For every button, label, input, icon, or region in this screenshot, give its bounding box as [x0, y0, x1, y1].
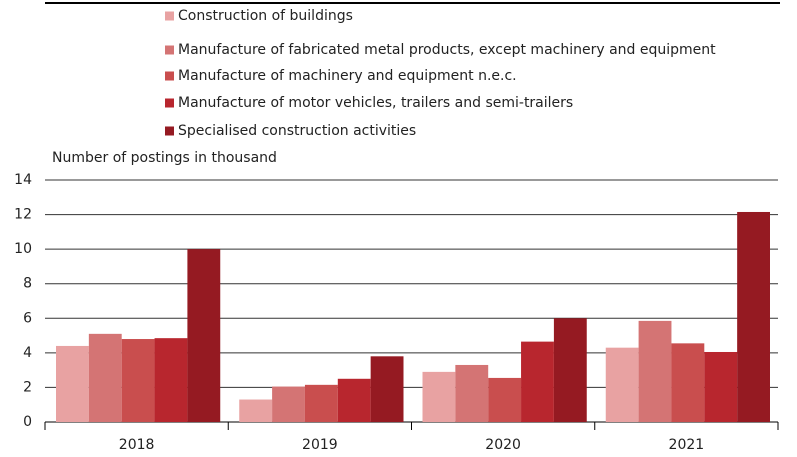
x-tick-label: 2018: [119, 437, 155, 453]
bar: [488, 377, 522, 422]
bar: [304, 384, 338, 422]
bar: [704, 351, 738, 422]
bar: [56, 345, 89, 422]
y-tick-label: 12: [14, 207, 32, 223]
y-tick-label: 4: [23, 345, 32, 361]
bar: [337, 378, 371, 422]
legend-swatch: [165, 11, 174, 21]
x-tick-label: 2020: [485, 437, 521, 453]
x-tick-label: 2021: [669, 437, 705, 453]
y-tick-label: 6: [23, 310, 32, 326]
legend-label: Construction of buildings: [178, 8, 353, 24]
x-tick-label: 2019: [302, 437, 338, 453]
bar: [455, 364, 489, 422]
bar: [553, 318, 587, 422]
legend-label: Manufacture of fabricated metal products…: [178, 42, 716, 58]
bar: [272, 386, 305, 422]
y-tick-label: 2: [23, 379, 32, 395]
legend-swatch: [165, 45, 174, 55]
legend-label: Specialised construction activities: [178, 123, 416, 139]
y-tick-label: 8: [23, 276, 32, 292]
bar: [88, 333, 122, 422]
legend-swatch: [165, 98, 174, 108]
bar: [737, 211, 770, 422]
legend-label: Manufacture of machinery and equipment n…: [178, 68, 517, 84]
bar: [605, 347, 639, 422]
bar: [187, 249, 221, 422]
legend-swatch: [165, 71, 174, 81]
y-axis-label: Number of postings in thousand: [52, 150, 277, 166]
bar: [121, 339, 155, 422]
legend-label: Manufacture of motor vehicles, trailers …: [178, 95, 573, 111]
y-tick-label: 0: [23, 414, 32, 430]
bar: [422, 371, 456, 422]
bar: [638, 320, 672, 422]
bar: [370, 356, 404, 422]
bar: [521, 341, 554, 422]
y-tick-label: 14: [14, 172, 32, 188]
bar: [154, 338, 188, 422]
bar: [671, 343, 705, 422]
legend-swatch: [165, 126, 174, 136]
bar: [239, 399, 273, 422]
y-tick-label: 10: [14, 241, 32, 257]
